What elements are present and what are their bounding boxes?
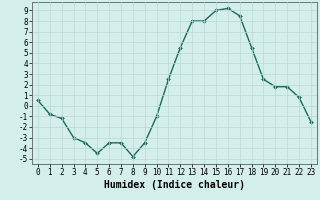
X-axis label: Humidex (Indice chaleur): Humidex (Indice chaleur) [104, 180, 245, 190]
